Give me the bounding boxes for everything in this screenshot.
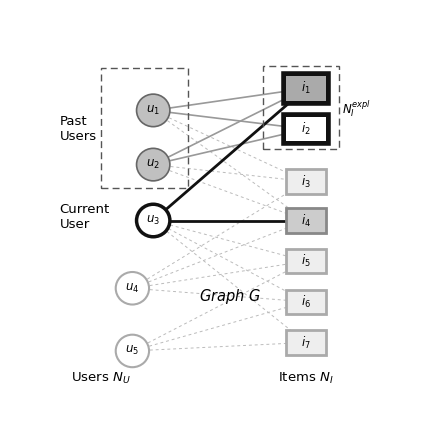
- Text: $i_6$: $i_6$: [301, 294, 311, 310]
- Circle shape: [137, 148, 170, 181]
- Text: $i_4$: $i_4$: [301, 213, 311, 228]
- FancyBboxPatch shape: [284, 115, 327, 143]
- Text: $u_1$: $u_1$: [146, 104, 160, 117]
- Text: $i_1$: $i_1$: [301, 81, 311, 96]
- Text: Current
User: Current User: [60, 203, 110, 231]
- Text: Items $N_I$: Items $N_I$: [278, 370, 334, 385]
- Text: $i_5$: $i_5$: [301, 253, 311, 269]
- Text: $u_2$: $u_2$: [146, 158, 160, 171]
- Text: $i_7$: $i_7$: [301, 334, 311, 351]
- Circle shape: [137, 204, 170, 237]
- FancyBboxPatch shape: [286, 249, 326, 273]
- Text: Graph $G$: Graph $G$: [198, 287, 261, 306]
- FancyBboxPatch shape: [286, 290, 326, 314]
- Circle shape: [116, 335, 149, 367]
- Text: Past
Users: Past Users: [60, 115, 97, 143]
- Circle shape: [137, 94, 170, 127]
- Text: $i_3$: $i_3$: [301, 173, 311, 190]
- FancyBboxPatch shape: [284, 74, 328, 103]
- FancyBboxPatch shape: [286, 208, 326, 233]
- FancyBboxPatch shape: [286, 76, 326, 101]
- Text: $i_2$: $i_2$: [301, 121, 311, 137]
- FancyBboxPatch shape: [286, 169, 326, 194]
- Text: $N_I^{expl}$: $N_I^{expl}$: [342, 98, 371, 119]
- Text: $u_4$: $u_4$: [125, 282, 139, 295]
- Text: $u_3$: $u_3$: [146, 214, 160, 227]
- Circle shape: [116, 272, 149, 304]
- FancyBboxPatch shape: [286, 117, 326, 141]
- Text: $u_5$: $u_5$: [125, 345, 139, 357]
- FancyBboxPatch shape: [286, 330, 326, 355]
- Text: Users $N_U$: Users $N_U$: [71, 370, 131, 385]
